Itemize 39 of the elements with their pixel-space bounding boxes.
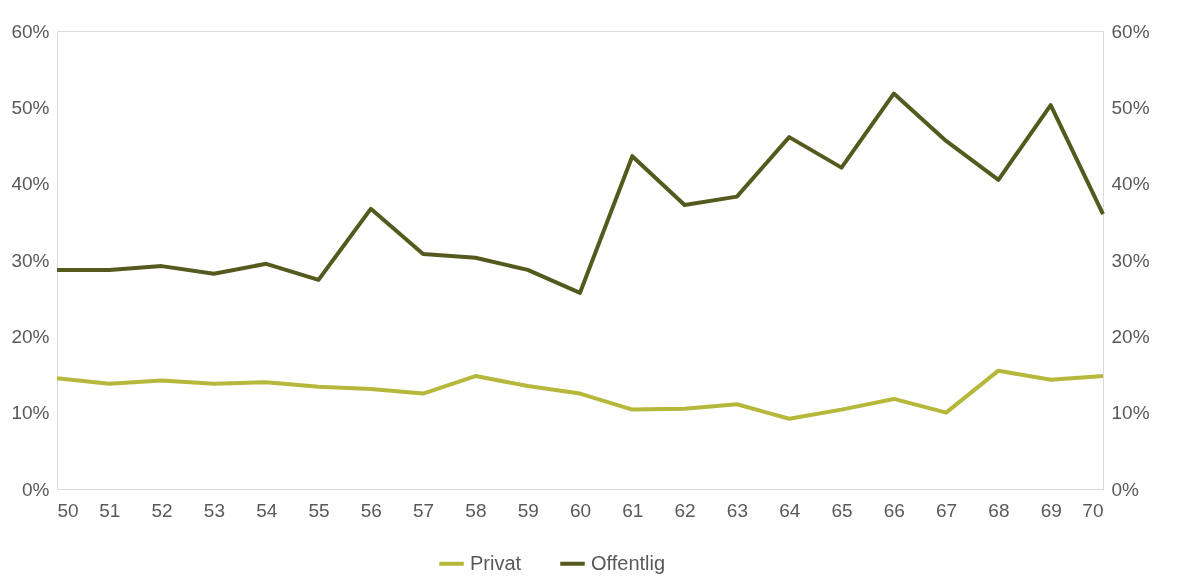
line-series — [55, 91, 1105, 295]
x-tick-label: 63 — [726, 499, 748, 521]
x-tick-label: 56 — [360, 499, 382, 521]
x-tick-label: 66 — [883, 499, 905, 521]
x-tick-label: 62 — [674, 499, 696, 521]
legend-label: Offentlig — [591, 551, 666, 574]
y2-tick-label: 0% — [1111, 478, 1140, 500]
x-tick-label: 69 — [1040, 499, 1062, 521]
x-tick-label: 60 — [569, 499, 592, 521]
y-tick-label: 50% — [11, 96, 50, 118]
x-tick-label: 68 — [988, 499, 1010, 521]
y-tick-label: 20% — [11, 325, 50, 347]
line-series — [55, 368, 1105, 421]
x-tick-label: 50 — [57, 499, 79, 521]
y-tick-label: 10% — [11, 402, 50, 424]
x-tick-label: 51 — [99, 499, 121, 521]
y2-tick-label: 40% — [1111, 173, 1150, 195]
x-tick-label: 67 — [936, 499, 958, 521]
x-tick-label: 64 — [779, 499, 801, 521]
x-tick-label: 57 — [413, 499, 435, 521]
y-tick-label: 30% — [11, 249, 50, 271]
y-tick-label: 0% — [22, 478, 50, 500]
y2-tick-label: 10% — [1111, 402, 1150, 424]
x-tick-label: 65 — [831, 499, 853, 521]
y2-tick-label: 30% — [1111, 249, 1150, 271]
x-tick-label: 61 — [622, 499, 644, 521]
y2-tick-label: 50% — [1111, 96, 1150, 118]
x-tick-label: 54 — [256, 499, 278, 521]
y-tick-label: 40% — [11, 173, 50, 195]
x-tick-label: 52 — [151, 499, 173, 521]
y2-tick-label: 60% — [1111, 20, 1150, 42]
x-tick-label: 70 — [1082, 499, 1104, 521]
y2-tick-label: 20% — [1111, 325, 1150, 347]
x-tick-label: 59 — [517, 499, 539, 521]
legend-label: Privat — [470, 551, 522, 574]
y-tick-label: 60% — [11, 20, 50, 42]
x-tick-label: 55 — [308, 499, 330, 521]
x-tick-label: 53 — [203, 499, 225, 521]
x-tick-label: 58 — [465, 499, 487, 521]
